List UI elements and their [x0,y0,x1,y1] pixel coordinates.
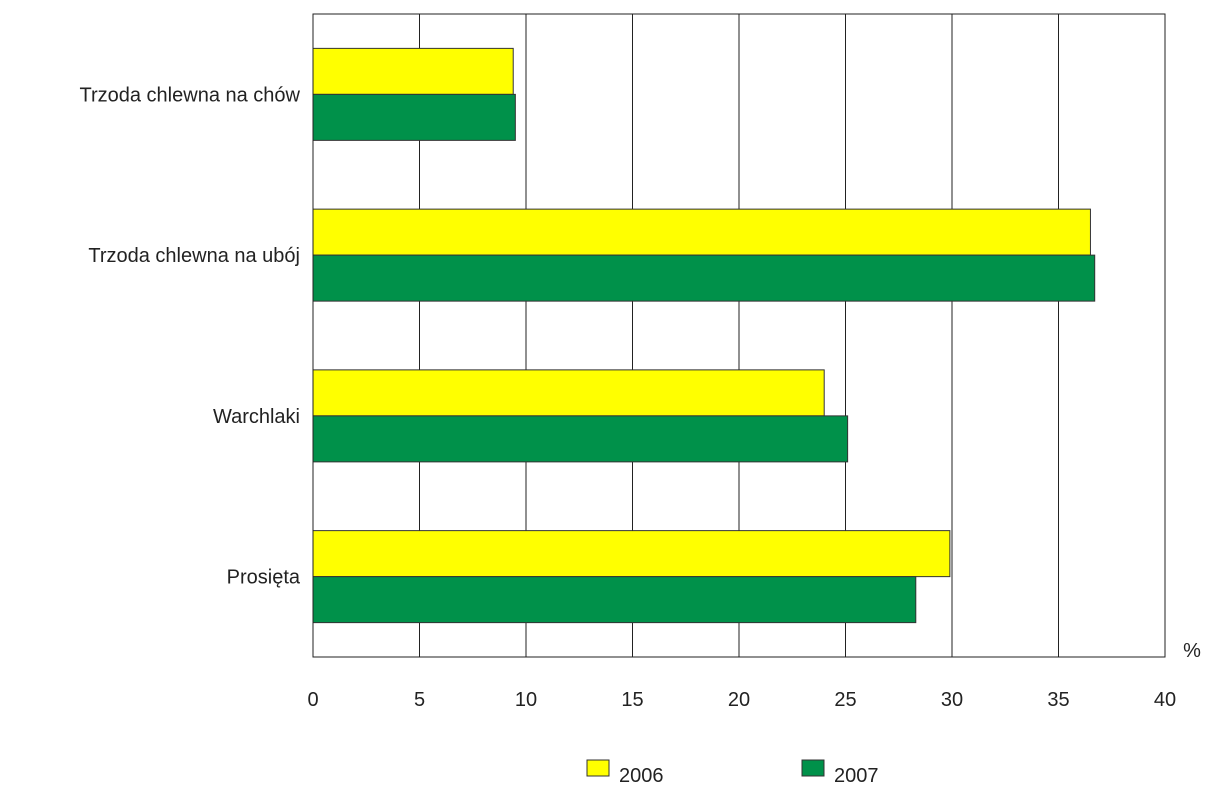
x-tick-label: 40 [1154,689,1176,711]
category-label: Warchlaki [213,406,300,428]
x-axis-unit-label: % [1183,640,1201,662]
category-label: Trzoda chlewna na ubój [88,245,300,267]
legend-swatch [586,759,610,777]
legend-label: 2007 [834,765,879,787]
category-label: Prosięta [227,567,301,589]
x-tick-label: 35 [1047,689,1069,711]
x-tick-label: 30 [941,689,963,711]
bar-2007 [312,254,1096,302]
category-label: Trzoda chlewna na chów [80,84,301,106]
x-tick-label: 20 [728,689,750,711]
x-tick-label: 25 [834,689,856,711]
bars [312,47,1096,624]
x-tick-label: 15 [621,689,643,711]
x-tick-label: 5 [414,689,425,711]
bar-2007 [312,576,917,624]
legend: 2006 2007 [586,759,879,787]
grid [419,14,1059,657]
x-tick-label: 10 [515,689,537,711]
axis-labels: 0 5 10 15 20 25 30 35 40 Trzoda chlewna na chów Tr… [80,84,1177,711]
bar-2006 [312,47,514,95]
bar-2007 [312,93,516,141]
bar-2006 [312,208,1091,256]
bar-2006 [312,530,951,578]
legend-swatch [801,759,825,777]
legend-label: 2006 [619,765,664,787]
x-tick-label: 0 [307,689,318,711]
bar-2007 [312,415,849,463]
bar-2006 [312,369,825,417]
plot-area-frame [312,13,1166,658]
